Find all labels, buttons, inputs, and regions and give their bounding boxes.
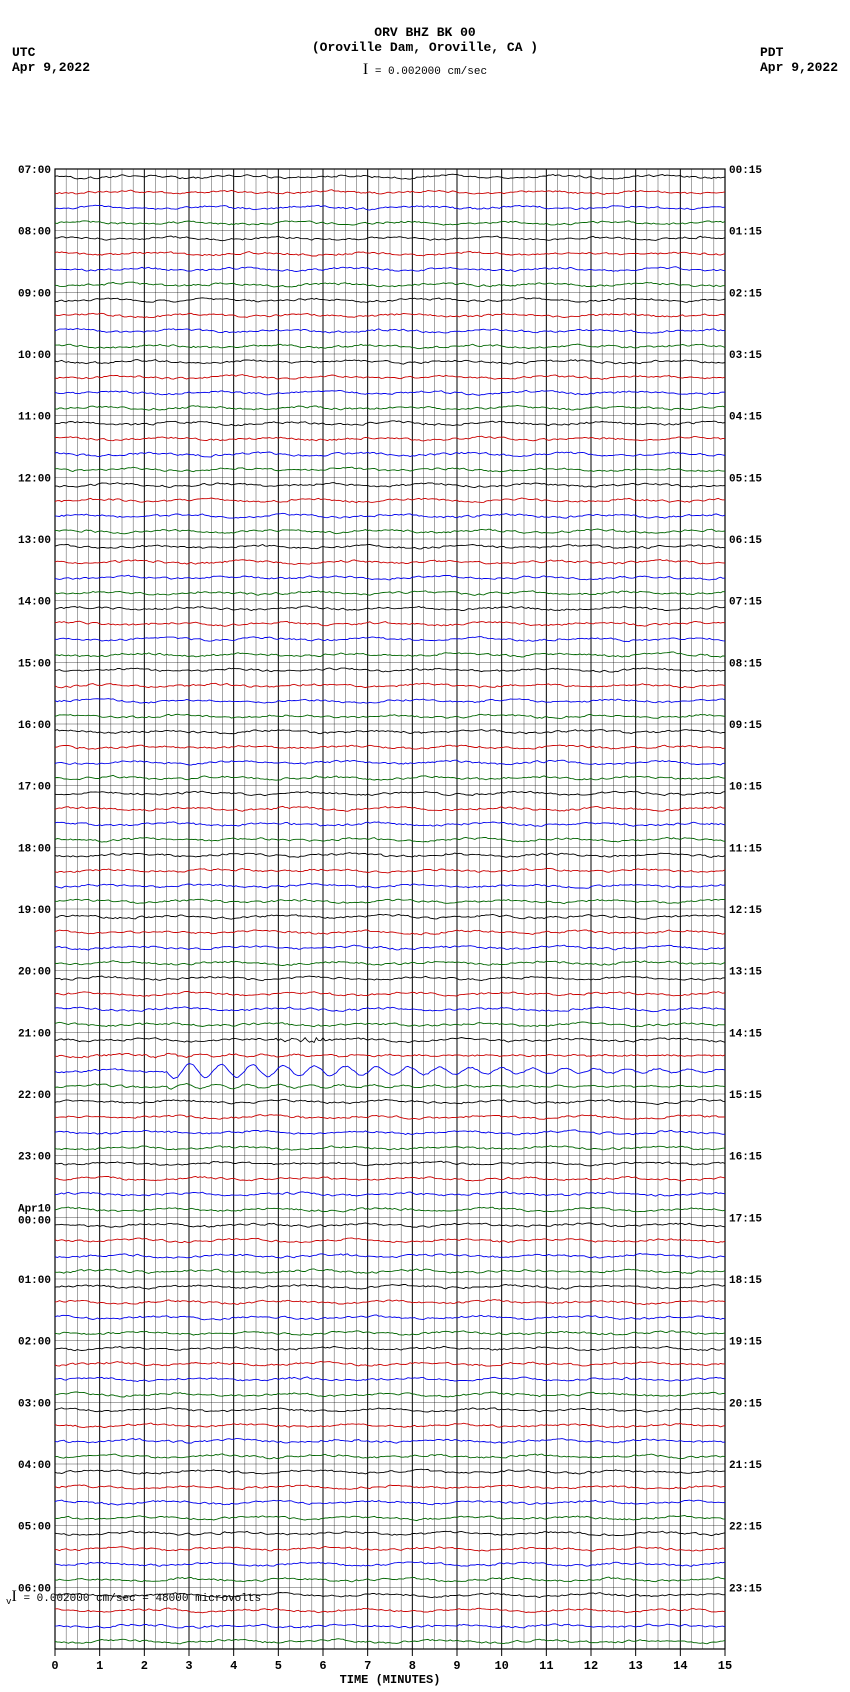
svg-text:0: 0 — [51, 1659, 58, 1673]
svg-text:19:00: 19:00 — [18, 905, 51, 917]
svg-text:12: 12 — [584, 1659, 598, 1673]
svg-text:13:00: 13:00 — [18, 535, 51, 547]
svg-text:2: 2 — [141, 1659, 148, 1673]
svg-text:21:00: 21:00 — [18, 1028, 51, 1040]
svg-text:05:00: 05:00 — [18, 1522, 51, 1534]
footer-scale: vI = 0.002000 cm/sec = 48000 microvolts — [6, 1588, 261, 1607]
svg-text:00:00: 00:00 — [18, 1215, 51, 1227]
svg-text:08:15: 08:15 — [729, 658, 762, 670]
svg-text:18:15: 18:15 — [729, 1275, 762, 1287]
svg-text:16:00: 16:00 — [18, 720, 51, 732]
svg-text:04:15: 04:15 — [729, 412, 762, 424]
svg-text:3: 3 — [185, 1659, 192, 1673]
svg-text:05:15: 05:15 — [729, 473, 762, 485]
svg-text:16:15: 16:15 — [729, 1152, 762, 1164]
svg-text:10: 10 — [494, 1659, 508, 1673]
svg-text:15: 15 — [718, 1659, 732, 1673]
svg-text:09:15: 09:15 — [729, 720, 762, 732]
svg-text:03:00: 03:00 — [18, 1398, 51, 1410]
svg-text:22:15: 22:15 — [729, 1522, 762, 1534]
svg-text:18:00: 18:00 — [18, 843, 51, 855]
svg-text:03:15: 03:15 — [729, 350, 762, 362]
svg-text:08:00: 08:00 — [18, 227, 51, 239]
svg-text:11:15: 11:15 — [729, 843, 762, 855]
svg-text:20:15: 20:15 — [729, 1398, 762, 1410]
svg-text:00:15: 00:15 — [729, 165, 762, 177]
svg-text:11: 11 — [539, 1659, 553, 1673]
svg-text:14:00: 14:00 — [18, 597, 51, 609]
svg-text:9: 9 — [453, 1659, 460, 1673]
svg-text:5: 5 — [275, 1659, 282, 1673]
svg-text:17:15: 17:15 — [729, 1213, 762, 1225]
svg-text:21:15: 21:15 — [729, 1460, 762, 1472]
svg-text:10:15: 10:15 — [729, 782, 762, 794]
seismogram-chart: 0123456789101112131415TIME (MINUTES)07:0… — [0, 79, 780, 1692]
svg-text:02:15: 02:15 — [729, 288, 762, 300]
utc-label: UTC Apr 9,2022 — [12, 45, 90, 75]
svg-text:07:15: 07:15 — [729, 597, 762, 609]
svg-text:1: 1 — [96, 1659, 103, 1673]
svg-text:10:00: 10:00 — [18, 350, 51, 362]
svg-text:14: 14 — [673, 1659, 687, 1673]
svg-text:14:15: 14:15 — [729, 1028, 762, 1040]
svg-text:20:00: 20:00 — [18, 967, 51, 979]
svg-text:6: 6 — [319, 1659, 326, 1673]
svg-text:15:00: 15:00 — [18, 658, 51, 670]
svg-text:02:00: 02:00 — [18, 1337, 51, 1349]
svg-text:11:00: 11:00 — [18, 412, 51, 424]
svg-text:06:15: 06:15 — [729, 535, 762, 547]
svg-text:15:15: 15:15 — [729, 1090, 762, 1102]
svg-text:13:15: 13:15 — [729, 967, 762, 979]
svg-text:19:15: 19:15 — [729, 1337, 762, 1349]
svg-text:17:00: 17:00 — [18, 782, 51, 794]
svg-text:22:00: 22:00 — [18, 1090, 51, 1102]
svg-text:04:00: 04:00 — [18, 1460, 51, 1472]
svg-text:12:15: 12:15 — [729, 905, 762, 917]
svg-text:12:00: 12:00 — [18, 473, 51, 485]
chart-title: ORV BHZ BK 00 (Oroville Dam, Oroville, C… — [0, 0, 850, 79]
pdt-label: PDT Apr 9,2022 — [760, 45, 838, 75]
svg-text:8: 8 — [409, 1659, 416, 1673]
svg-text:23:00: 23:00 — [18, 1152, 51, 1164]
svg-text:01:15: 01:15 — [729, 227, 762, 239]
svg-text:23:15: 23:15 — [729, 1583, 762, 1595]
svg-text:4: 4 — [230, 1659, 237, 1673]
svg-text:7: 7 — [364, 1659, 371, 1673]
svg-text:13: 13 — [628, 1659, 642, 1673]
svg-text:09:00: 09:00 — [18, 288, 51, 300]
svg-text:Apr10: Apr10 — [18, 1203, 51, 1215]
svg-text:01:00: 01:00 — [18, 1275, 51, 1287]
svg-text:07:00: 07:00 — [18, 165, 51, 177]
svg-text:TIME (MINUTES): TIME (MINUTES) — [340, 1673, 441, 1687]
